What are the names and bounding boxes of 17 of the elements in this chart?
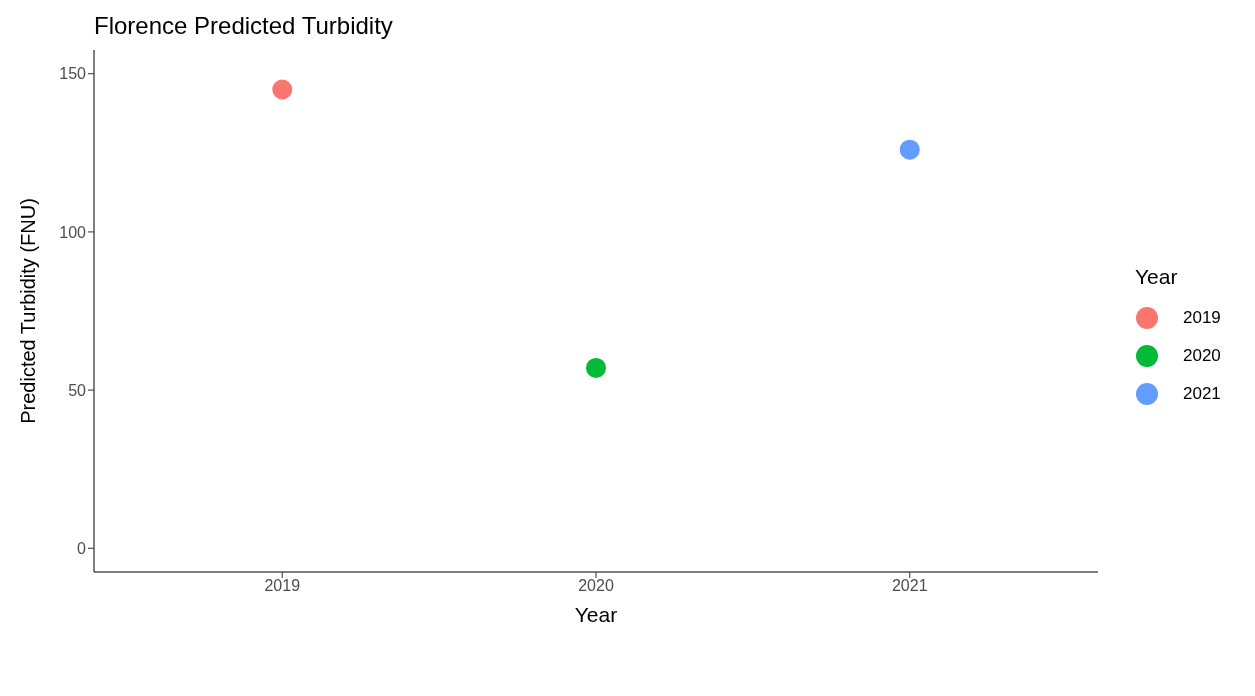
point: [272, 79, 293, 100]
y-tick-label: 0: [77, 539, 87, 557]
y-tick-label: 100: [59, 223, 87, 241]
x-tick-label: 2019: [264, 577, 301, 595]
x-tick-label: 2021: [891, 577, 928, 595]
x-axis-title: Year: [574, 603, 618, 626]
legend-title: Year: [1135, 265, 1179, 289]
x-tick-label: 2020: [578, 577, 614, 595]
y-axis-title: Predicted Turbidity (FNU): [17, 198, 40, 424]
legend-label: 2019: [1183, 308, 1221, 328]
chart-title: Florence Predicted Turbidity: [94, 12, 393, 40]
point: [899, 139, 920, 160]
y-tick-label: 50: [68, 381, 87, 399]
y-tick-label: 150: [59, 65, 87, 83]
point: [586, 357, 606, 378]
legend-label: 2020: [1183, 346, 1221, 366]
legend-label: 2021: [1183, 384, 1221, 404]
